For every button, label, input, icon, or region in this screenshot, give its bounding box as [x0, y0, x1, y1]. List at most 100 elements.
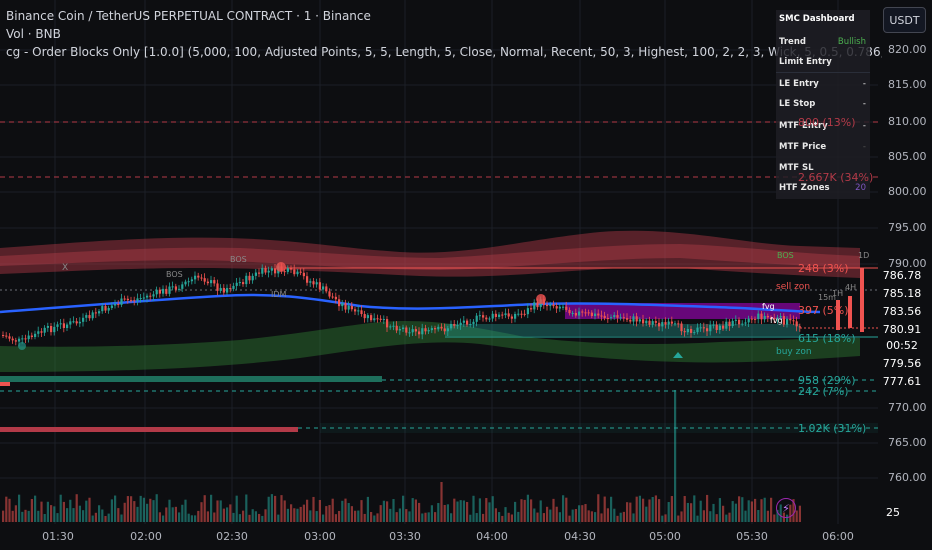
volume-bar	[658, 499, 661, 522]
volume-bar	[466, 501, 469, 522]
indicator-legend[interactable]: cg - Order Blocks Only [1.0.0] (5,000, 1…	[6, 45, 882, 59]
volume-bar	[136, 506, 139, 522]
volume-bar	[770, 497, 773, 522]
volume-bar	[360, 500, 363, 522]
candle-body	[338, 299, 341, 307]
volume-bar	[760, 499, 763, 522]
candle-body	[382, 319, 385, 321]
candle-body	[725, 321, 728, 329]
candle-body	[184, 281, 187, 285]
candle-body	[261, 267, 264, 274]
volume-bar	[610, 496, 613, 522]
currency-button[interactable]: USDT	[883, 7, 926, 33]
volume-bar	[485, 498, 488, 522]
volume-bar	[642, 498, 645, 522]
candle-body	[392, 325, 395, 327]
volume-bar	[194, 515, 197, 522]
volume-bar	[690, 503, 693, 522]
candle-body	[638, 319, 641, 322]
volume-legend[interactable]: Vol · BNB	[6, 27, 61, 41]
volume-bar	[411, 498, 414, 522]
candle-body	[104, 306, 107, 311]
candle-body	[331, 296, 334, 298]
volume-bar	[309, 510, 312, 522]
candle-body	[517, 313, 520, 315]
volume-bar	[514, 501, 517, 522]
volume-bar	[382, 500, 385, 522]
candle-body	[229, 288, 232, 290]
volume-bar	[328, 505, 331, 522]
volume-bar	[139, 495, 142, 522]
volume-bar	[302, 504, 305, 522]
symbol-title[interactable]: Binance Coin / TetherUS PERPETUAL CONTRA…	[6, 9, 371, 23]
timeframe-label-1d: 1D	[858, 251, 870, 260]
candle-body	[30, 335, 33, 337]
candle-body	[536, 302, 539, 308]
candle-body	[754, 318, 757, 320]
volume-bar	[626, 502, 629, 522]
volume-bar	[501, 515, 504, 522]
candle-body	[792, 320, 795, 322]
volume-bar	[619, 512, 622, 522]
candle-body	[453, 323, 456, 326]
time-axis-label: 02:00	[130, 530, 162, 543]
price-axis-label: 815.00	[888, 78, 927, 91]
candle-body	[91, 312, 94, 319]
x-label: X	[62, 263, 69, 273]
volume-bar	[402, 495, 405, 522]
candle-body	[446, 328, 449, 332]
time-axis-label: 05:30	[736, 530, 768, 543]
volume-bar	[786, 514, 789, 522]
candle-body	[546, 304, 549, 307]
grid	[0, 0, 878, 524]
candle-body	[568, 309, 571, 314]
volume-bar	[456, 501, 459, 522]
volume-bar	[322, 514, 325, 522]
volume-bar	[747, 500, 750, 522]
volume-bar	[261, 515, 264, 522]
candle-body	[494, 313, 497, 317]
volume-bar	[494, 508, 497, 522]
candle-body	[690, 328, 693, 333]
candle-body	[370, 315, 373, 321]
candle-body	[677, 323, 680, 325]
volume-bar	[72, 508, 75, 522]
candle-body	[386, 319, 389, 328]
volume-bar	[763, 497, 766, 522]
volume-bar	[421, 513, 424, 522]
volume-bar	[613, 508, 616, 522]
volume-bar	[670, 496, 673, 522]
candle-body	[565, 306, 568, 310]
candle-body	[379, 318, 382, 320]
candle-body	[674, 323, 677, 325]
bos-label: BOS	[166, 270, 183, 279]
volume-bar	[661, 515, 664, 522]
volume-bar	[200, 502, 203, 522]
candle-body	[376, 318, 379, 320]
candle-body	[171, 286, 174, 288]
idm-label: IDM	[271, 290, 287, 299]
volume-bar	[245, 494, 248, 522]
volume-bar	[8, 498, 11, 522]
candle-body	[648, 320, 651, 325]
time-axis-label: 06:00	[822, 530, 854, 543]
candle-body	[373, 318, 376, 321]
volume-bar	[101, 509, 104, 522]
volume-bar	[600, 513, 603, 522]
candle-body	[34, 333, 37, 337]
candle-body	[434, 328, 437, 330]
volume-bar	[638, 495, 641, 522]
candle-body	[357, 310, 360, 312]
volume-bar	[2, 510, 5, 522]
volume-bar	[379, 505, 382, 522]
candle-body	[427, 330, 430, 332]
candle-body	[181, 284, 184, 289]
volume-bar	[776, 509, 779, 522]
candle-body	[293, 269, 296, 275]
candle-body	[226, 288, 229, 293]
volume-bar	[773, 514, 776, 522]
volume-bar	[30, 498, 33, 522]
lightning-icon[interactable]: ⚡	[776, 498, 796, 518]
volume-bar	[757, 510, 760, 522]
